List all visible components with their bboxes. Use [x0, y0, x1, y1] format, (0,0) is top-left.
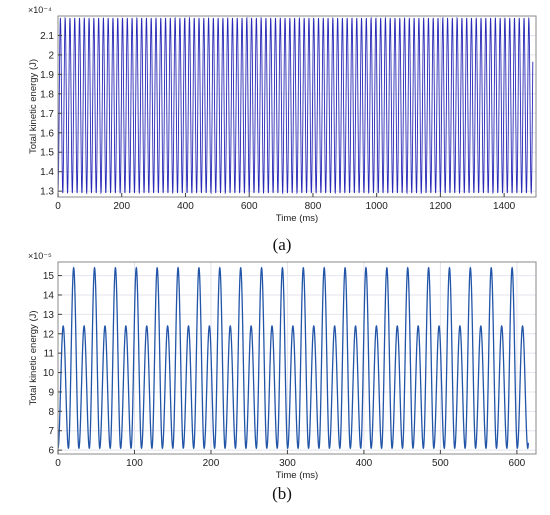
y-tick-label: 1.3: [40, 187, 54, 198]
x-axis-title: Time (ms): [276, 213, 318, 224]
x-tick-label: 200: [203, 458, 220, 469]
x-tick-label: 0: [55, 201, 61, 212]
panel-label: (b): [272, 484, 292, 503]
x-tick-label: 1400: [493, 201, 516, 212]
y-tick-label: 11: [44, 349, 55, 360]
y-axis-title: Total kinetic energy (J): [28, 310, 39, 405]
y-tick-label: 1.4: [40, 167, 54, 178]
y-tick-label: 12: [43, 329, 55, 340]
y-tick-label: 1.6: [40, 128, 54, 139]
y-axis-title: Total kinetic energy (J): [28, 59, 39, 154]
x-tick-label: 0: [55, 458, 61, 469]
y-exponent-label: ×10⁻⁵: [28, 251, 52, 261]
x-tick-label: 600: [241, 201, 258, 212]
y-tick-label: 8: [48, 407, 54, 418]
x-tick-label: 400: [177, 201, 194, 212]
y-tick-label: 1.9: [40, 70, 54, 81]
x-tick-label: 1000: [366, 201, 389, 212]
x-tick-label: 500: [432, 458, 449, 469]
chart-panel-b: 0 100 200 300 400 500 600 6 7 8 9 10 11 12 13 14 15 ×10⁻⁵…: [28, 251, 537, 503]
y-tick-label: 9: [48, 387, 54, 398]
panel-label: (a): [273, 235, 292, 254]
y-tick-label: 14: [43, 290, 55, 301]
grid: [57, 262, 536, 454]
y-tick-label: 6: [48, 446, 54, 457]
y-tick-label: 1.7: [40, 109, 54, 120]
x-tick-label: 800: [305, 201, 322, 212]
data-series-line: [57, 16, 534, 195]
x-tick-label: 100: [126, 458, 143, 469]
x-tick-label: 200: [113, 201, 130, 212]
y-tick-label: 7: [48, 426, 54, 437]
y-tick-label: 10: [43, 368, 55, 379]
y-tick-label: 1.5: [40, 148, 54, 159]
plot-frame: [57, 15, 537, 198]
x-axis-title: Time (ms): [276, 470, 318, 481]
grid: [57, 16, 536, 197]
y-exponent-label: ×10⁻⁴: [28, 5, 52, 15]
x-tick-label: 1200: [429, 201, 452, 212]
y-tick-label: 2.1: [40, 31, 54, 42]
y-tick-label: 13: [43, 310, 55, 321]
x-tick-label: 300: [279, 458, 296, 469]
plot-frame: [57, 261, 537, 455]
chart-panel-a: 0 200 400 600 800 1000 1200 1400 1.3 1.4 1.5 1.6 1.7…: [28, 5, 537, 254]
y-tick-label: 2: [48, 50, 54, 61]
x-tick-label: 400: [356, 458, 373, 469]
data-series-line: [57, 266, 529, 450]
y-tick-label: 15: [43, 271, 55, 282]
y-tick-label: 1.8: [40, 89, 54, 100]
x-tick-label: 600: [509, 458, 526, 469]
